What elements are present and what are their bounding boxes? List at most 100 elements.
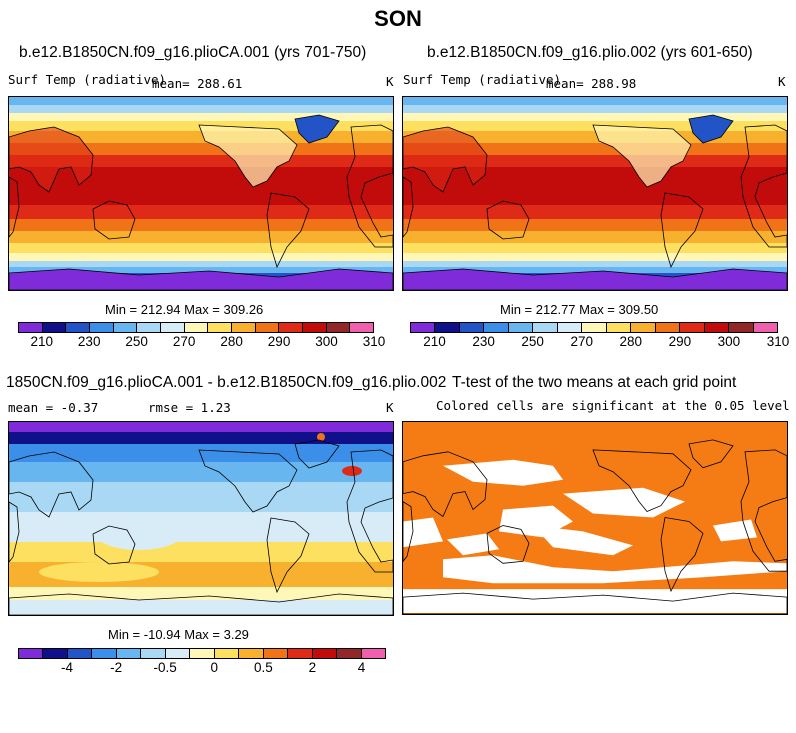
coastline <box>403 176 414 238</box>
temperature-band <box>403 97 787 105</box>
colorbar-swatch <box>213 648 240 659</box>
colorbar-swatch <box>41 322 67 333</box>
coastline <box>403 451 488 518</box>
land-warm-patch <box>9 127 93 192</box>
coastline <box>9 451 94 518</box>
panel3-units: K <box>386 400 394 415</box>
panel1-map <box>8 96 394 291</box>
coastline <box>9 268 393 290</box>
colorbar-panel3-ticks: -4 -2 -0.5 0 0.5 2 4 <box>18 660 386 676</box>
colorbar-swatch <box>605 322 632 333</box>
temperature-band <box>9 512 393 542</box>
colorbar-tick-label: 270 <box>172 334 196 349</box>
panel3-title: 1850CN.f09_g16.plioCA.001 - b.e12.B1850C… <box>6 374 446 391</box>
colorbar-tick-label: 250 <box>125 334 148 349</box>
temperature-band <box>9 587 393 600</box>
colorbar-tick-label: 270 <box>570 334 593 349</box>
colorbar-swatch <box>311 648 338 659</box>
panel1-mean: mean= 288.61 <box>152 76 243 91</box>
temperature-band <box>9 167 393 205</box>
temperature-band <box>9 219 393 231</box>
temperature-band <box>403 113 787 121</box>
temperature-band <box>403 253 787 261</box>
colorbar-swatch <box>164 648 191 659</box>
panel2-title: b.e12.B1850CN.f09_g16.plio.002 (yrs 601-… <box>427 44 753 61</box>
colorbar-swatch <box>434 322 460 333</box>
temperature-band <box>403 261 787 267</box>
colorbar-panel1 <box>18 322 375 333</box>
colorbar-swatch <box>160 322 185 333</box>
colorbar-swatch <box>262 648 289 659</box>
coastline <box>486 200 530 240</box>
temperature-band <box>9 542 393 562</box>
colorbar-swatch <box>140 648 166 659</box>
non-significant-region <box>447 533 499 556</box>
colorbar-tick-label: 210 <box>423 334 446 349</box>
colorbar-swatch <box>630 322 656 333</box>
colorbar-swatch <box>115 648 142 659</box>
coastline <box>660 192 704 269</box>
temperature-band <box>9 600 393 615</box>
colorbar-swatch <box>89 322 114 333</box>
panel3-minmax: Min = -10.94 Max = 3.29 <box>108 627 249 642</box>
antarctica-cold-patch <box>403 269 787 290</box>
coastline <box>403 501 414 562</box>
non-significant-region <box>563 487 685 518</box>
temperature-band <box>403 105 787 113</box>
colorbar-tick-label: 0.5 <box>253 660 273 675</box>
temperature-band <box>9 131 393 143</box>
colorbar-tick-label: 4 <box>357 660 366 675</box>
colorbar-swatch <box>507 322 534 333</box>
antarctica-cold-patch <box>9 269 393 290</box>
coastline <box>688 114 734 144</box>
colorbar-swatch <box>278 322 304 333</box>
panel1-units: K <box>386 74 394 89</box>
colorbar-swatch <box>752 322 779 333</box>
colorbar-tick-label: 290 <box>668 334 692 349</box>
colorbar-swatch <box>183 322 209 333</box>
colorbar-swatch <box>654 322 681 333</box>
colorbar-swatch <box>189 648 215 659</box>
colorbar-swatch <box>18 322 43 333</box>
coastline <box>9 501 20 563</box>
coastline <box>198 124 298 188</box>
panel2-minmax: Min = 212.77 Max = 309.50 <box>500 302 659 317</box>
temperature-band <box>403 231 787 243</box>
panel3-map <box>8 421 394 616</box>
colorbar-tick-label: 310 <box>362 334 386 349</box>
panel2-map <box>402 96 788 291</box>
panel4-map <box>402 421 788 615</box>
land-cool-patch <box>593 125 691 187</box>
colorbar-swatch <box>207 322 233 333</box>
coastline <box>740 449 787 572</box>
colorbar-swatch <box>703 322 730 333</box>
coastline <box>198 449 298 513</box>
colorbar-panel3 <box>18 648 387 659</box>
colorbar-tick-label: -0.5 <box>153 660 177 675</box>
temperature-band <box>403 143 787 155</box>
coastline <box>9 593 393 615</box>
non-significant-region <box>713 519 757 542</box>
coastline <box>403 268 787 290</box>
colorbar-panel2-ticks: 210 230 250 270 280 290 300 310 <box>410 334 789 350</box>
greenland-cold-patch <box>689 115 733 143</box>
colorbar-swatch <box>65 322 91 333</box>
colorbar-swatch <box>349 322 375 333</box>
colorbar-swatch <box>66 648 93 659</box>
colorbar-panel1-ticks: 210 230 250 270 280 290 300 310 <box>18 334 385 350</box>
coastline <box>346 449 393 573</box>
temperature-band <box>9 243 393 253</box>
colorbar-tick-label: 290 <box>267 334 291 349</box>
colorbar-swatch <box>112 322 138 333</box>
temperature-band <box>403 243 787 253</box>
temperature-band <box>403 219 787 231</box>
greenland-cold-patch <box>295 115 339 143</box>
panel2-mean: mean= 288.98 <box>546 76 637 91</box>
colorbar-tick-label: -2 <box>110 660 123 675</box>
colorbar-swatch <box>302 322 327 333</box>
coastline <box>92 525 136 565</box>
coastline <box>403 592 787 614</box>
coastline <box>592 449 692 512</box>
temperature-band <box>9 432 393 444</box>
colorbar-swatch <box>360 648 387 659</box>
